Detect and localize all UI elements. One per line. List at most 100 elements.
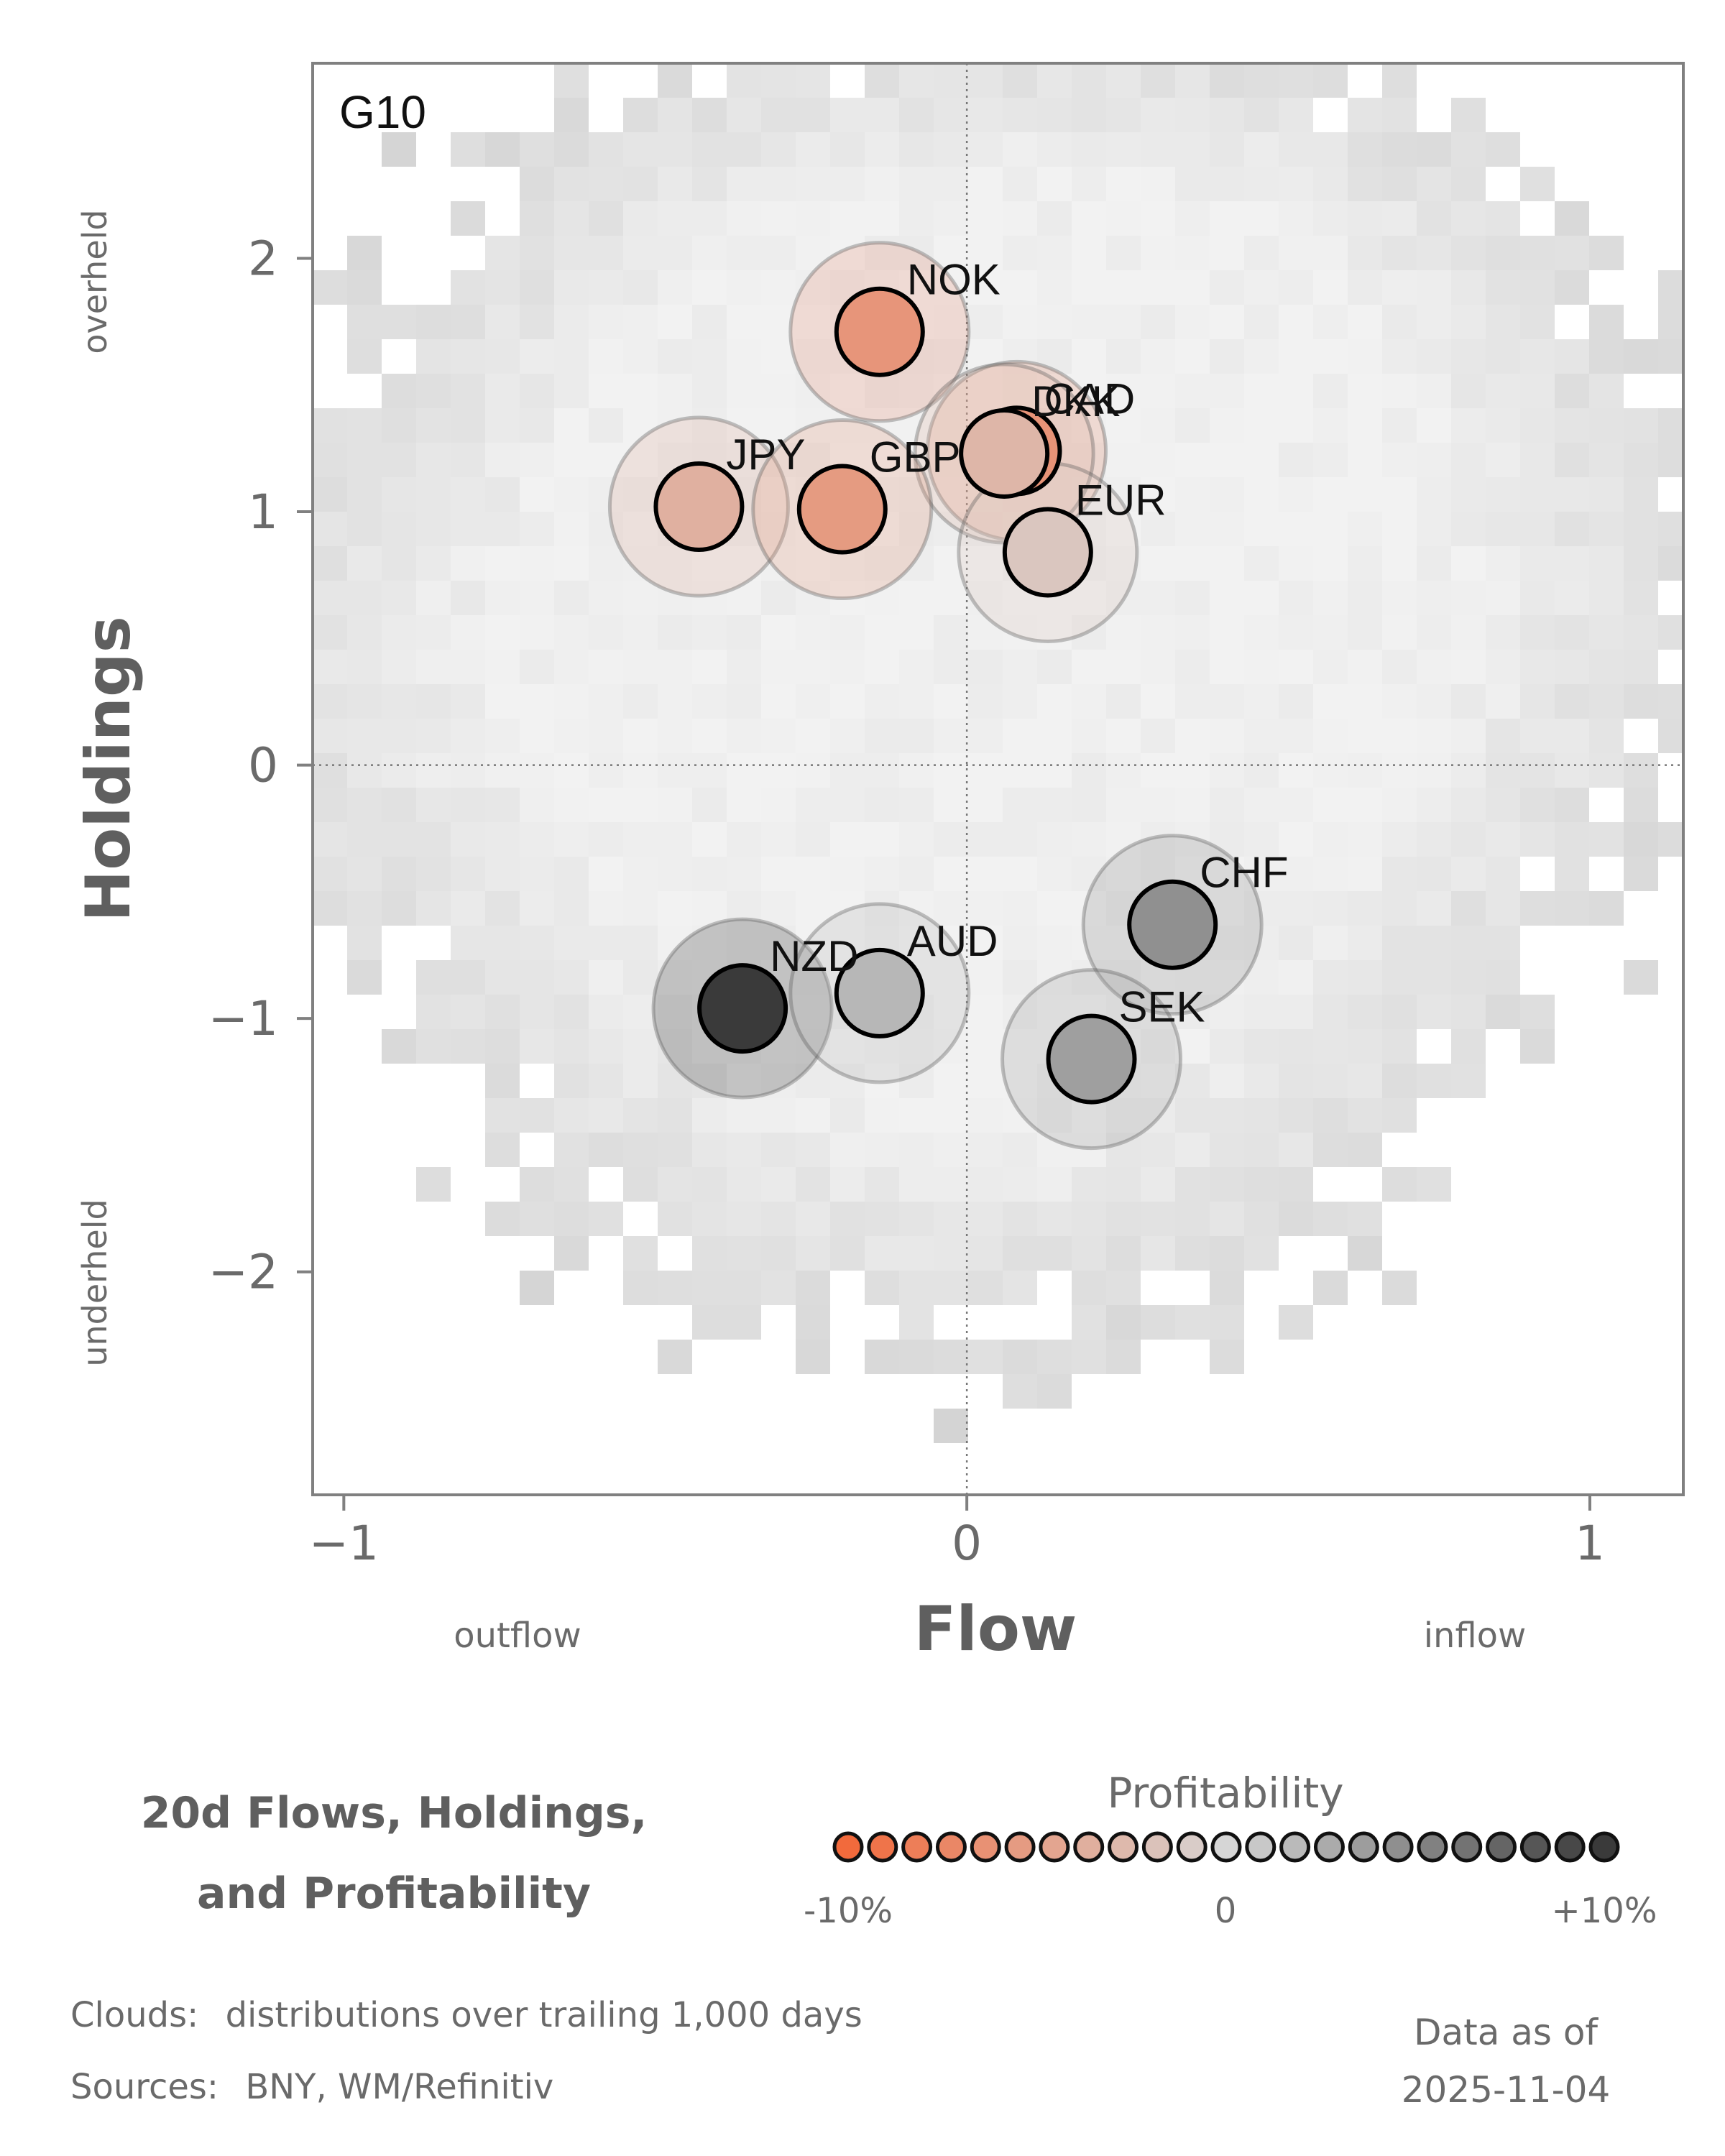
cloud-cell [623,1271,658,1305]
cloud-cell [485,581,520,615]
cloud-cell [1141,443,1175,477]
cloud-cell [1210,788,1244,822]
cloud-cell [1279,650,1313,684]
cloud-cell [1210,408,1244,443]
cloud-cell [1451,374,1486,408]
cloud-cell [1210,443,1244,477]
cloud-cell [1589,477,1624,512]
cloud-cell [727,1202,761,1236]
cloud-cell [1003,167,1037,201]
cloud-cell [1106,753,1141,788]
cloud-cell [1037,788,1072,822]
cloud-cell [1003,1133,1037,1167]
cloud-cell [1313,132,1348,167]
cloud-cell [658,167,692,201]
cloud-cell [1624,822,1658,857]
cloud-cell [1175,63,1210,98]
cloud-cell [899,1029,934,1064]
cloud-cell [1175,270,1210,305]
cloud-cell [1417,339,1451,374]
cloud-cell [1555,650,1589,684]
cloud-cell [1451,926,1486,960]
cloud-cell [485,305,520,339]
cloud-cell [1382,443,1417,477]
cloud-cell [347,753,382,788]
cloud-cell [485,1202,520,1236]
cloud-cell [382,546,416,581]
cloud-cell [761,615,796,650]
cloud-cell [1244,98,1279,132]
cloud-cell [727,1133,761,1167]
cloud-cell [934,1133,968,1167]
cloud-cell [934,1098,968,1133]
cloud-cell [1175,1133,1210,1167]
cloud-cell [1003,960,1037,995]
footer-clouds-text: distributions over trailing 1,000 days [226,1995,862,2035]
cloud-cell [1244,615,1279,650]
cloud-cell [589,1202,623,1236]
legend-swatch [1313,1831,1345,1863]
cloud-cell [796,63,830,98]
cloud-cell [1106,63,1141,98]
cloud-cell [727,443,761,477]
cloud-cell [520,650,554,684]
cloud-cell [1003,719,1037,753]
cloud-cell [692,270,727,305]
cloud-cell [1175,788,1210,822]
cloud-cell [1141,1202,1175,1236]
cloud-cell [1486,305,1520,339]
cloud-cell [313,753,347,788]
cloud-cell [830,1133,865,1167]
cloud-cell [830,719,865,753]
legend-swatch [901,1831,933,1863]
cloud-cell [658,63,692,98]
cloud-cell [554,891,589,926]
legend-swatch [1004,1831,1036,1863]
cloud-cell [1520,1029,1555,1064]
cloud-cell [1106,1340,1141,1374]
cloud-cell [416,374,451,408]
legend-swatch [1176,1831,1208,1863]
cloud-cell [1279,1029,1313,1064]
cloud-cell [1037,719,1072,753]
cloud-cell [1175,615,1210,650]
point-jpy [653,461,745,552]
cloud-cell [589,374,623,408]
cloud-cell [796,132,830,167]
cloud-cell [1106,132,1141,167]
data-points [653,286,1218,1105]
cloud-cell [796,719,830,753]
cloud-cell [899,719,934,753]
cloud-cell [1382,132,1417,167]
cloud-cell [1382,512,1417,546]
cloud-cell [658,339,692,374]
cloud-cell [1348,339,1382,374]
cloud-cell [1348,1202,1382,1236]
y-tick-label: 1 [248,484,278,540]
cloud-cell [1313,477,1348,512]
cloud-cell [1037,98,1072,132]
cloud-cell [761,374,796,408]
cloud-cell [761,650,796,684]
footer-clouds-prefix: Clouds: [70,1995,198,2035]
cloud-cell [865,650,899,684]
cloud-cell [1382,1029,1417,1064]
cloud-cell [899,891,934,926]
cloud-cell [1417,926,1451,960]
cloud-cell [968,98,1003,132]
cloud-cell [1175,753,1210,788]
cloud-cell [1175,201,1210,236]
cloud-cell [727,1167,761,1202]
cloud-cell [1210,374,1244,408]
point-label-nok: NOK [907,256,1000,304]
cloud-cell [1382,926,1417,960]
cloud-cell [416,305,451,339]
cloud-cell [485,719,520,753]
cloud-cell [692,374,727,408]
cloud-cell [1141,167,1175,201]
cloud-cell [658,650,692,684]
cloud-cell [451,477,485,512]
legend-min-label: -10% [804,1891,893,1931]
cloud-cell [1003,270,1037,305]
point-dkk [959,407,1050,499]
